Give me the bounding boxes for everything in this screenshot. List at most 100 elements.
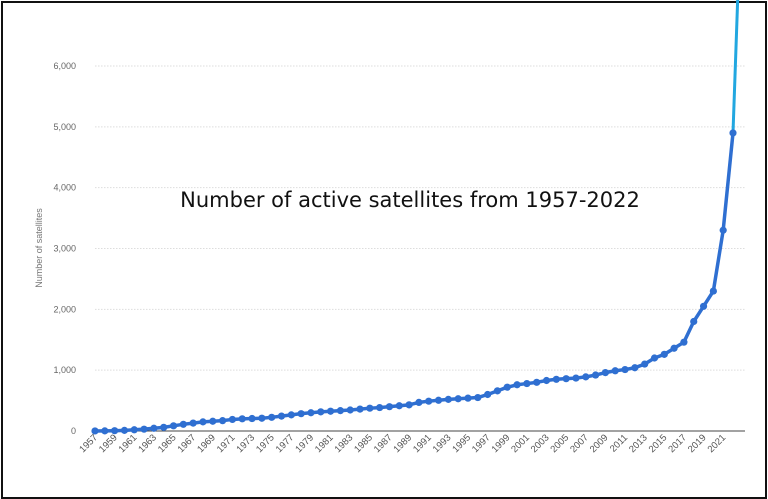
x-tick-label: 1967 xyxy=(176,432,199,455)
x-tick-label: 1957 xyxy=(77,432,100,455)
y-tick-label: 5,000 xyxy=(53,122,76,132)
x-tick-label: 1963 xyxy=(136,432,159,455)
x-tick-label: 2001 xyxy=(509,432,532,455)
data-points xyxy=(91,129,737,435)
data-point xyxy=(101,427,109,435)
data-point xyxy=(552,375,560,383)
y-tick-label: 2,000 xyxy=(53,304,76,314)
data-point xyxy=(307,409,315,417)
data-point xyxy=(611,367,619,375)
data-point xyxy=(650,354,659,362)
data-point xyxy=(248,414,256,423)
data-point xyxy=(376,403,384,412)
y-tick-label: 4,000 xyxy=(53,183,76,193)
data-point xyxy=(336,407,344,415)
x-tick-label: 2003 xyxy=(529,432,552,455)
y-tick-label: 0 xyxy=(71,426,76,436)
data-point xyxy=(258,414,266,422)
chart-title: Number of active satellites from 1957-20… xyxy=(180,188,640,212)
data-point xyxy=(356,405,364,413)
data-point xyxy=(189,419,197,427)
data-point xyxy=(385,403,394,411)
data-point xyxy=(199,418,207,426)
x-tick-label: 1993 xyxy=(431,432,454,455)
data-point xyxy=(699,302,708,310)
data-point xyxy=(464,394,472,402)
data-point xyxy=(523,379,531,388)
x-tick-label: 1985 xyxy=(352,432,375,455)
x-tick-label: 1959 xyxy=(97,432,120,455)
data-point xyxy=(169,422,178,430)
data-point xyxy=(631,364,639,372)
x-tick-label: 2013 xyxy=(627,432,650,455)
data-point xyxy=(140,425,148,433)
data-point xyxy=(268,413,276,421)
series-lines xyxy=(94,0,740,433)
data-point xyxy=(474,393,482,402)
y-axis-label: Number of satellites xyxy=(34,208,44,288)
series-line xyxy=(721,132,735,231)
data-point xyxy=(454,395,462,403)
data-point xyxy=(709,287,717,295)
y-tick-label: 1,000 xyxy=(53,365,76,375)
data-point xyxy=(209,417,217,425)
data-point xyxy=(621,365,629,374)
data-point xyxy=(111,427,119,435)
y-tick-labels: 0 1,000 2,000 3,000 4,000 5,000 6,000 xyxy=(53,61,76,436)
data-point xyxy=(670,344,678,352)
x-tick-label: 1975 xyxy=(254,432,277,455)
data-point xyxy=(297,410,305,418)
x-tick-label: 2021 xyxy=(706,432,729,455)
x-tick-label: 1961 xyxy=(117,432,140,455)
x-tick-label: 2011 xyxy=(608,432,630,454)
x-tick-label: 1983 xyxy=(333,432,356,455)
data-point xyxy=(395,402,403,410)
data-point xyxy=(729,129,737,137)
data-point xyxy=(150,424,158,432)
x-tick-label: 1991 xyxy=(411,432,434,455)
data-point xyxy=(287,411,295,419)
data-point xyxy=(130,426,138,434)
x-tick-label: 1987 xyxy=(372,432,395,455)
data-point xyxy=(120,426,129,434)
data-point xyxy=(484,390,492,399)
extension-line xyxy=(731,0,740,133)
data-point xyxy=(660,350,668,358)
data-point xyxy=(91,427,99,435)
data-point xyxy=(562,375,570,383)
x-tick-label: 1997 xyxy=(470,432,493,455)
data-point xyxy=(425,397,433,405)
x-tick-label: 1977 xyxy=(274,432,297,455)
x-tick-label: 2009 xyxy=(588,432,611,455)
data-point xyxy=(326,407,335,415)
x-tick-label: 2007 xyxy=(568,432,591,455)
x-tick-label: 2017 xyxy=(666,432,689,455)
data-point xyxy=(503,383,511,391)
x-tick-label: 1971 xyxy=(215,432,238,455)
data-point xyxy=(179,420,187,428)
data-point xyxy=(277,412,286,420)
data-point xyxy=(591,371,600,379)
data-point xyxy=(533,378,541,386)
data-point xyxy=(513,381,521,389)
x-tick-label: 1965 xyxy=(156,432,179,455)
x-tick-label: 1995 xyxy=(450,432,473,455)
data-point xyxy=(719,226,727,234)
data-point xyxy=(160,423,168,431)
data-point xyxy=(346,406,354,414)
data-point xyxy=(582,373,590,381)
data-point xyxy=(317,408,325,416)
data-point xyxy=(405,401,413,409)
x-tick-labels: 1957195919611963196519671969197119731975… xyxy=(77,432,728,455)
x-tick-label: 1989 xyxy=(391,432,414,455)
gridlines xyxy=(95,65,745,371)
x-tick-label: 1979 xyxy=(293,432,316,455)
data-point xyxy=(434,396,443,404)
data-point xyxy=(601,369,610,377)
series-line xyxy=(94,229,725,433)
data-point xyxy=(238,415,246,423)
x-tick-label: 1999 xyxy=(490,432,513,455)
data-point xyxy=(641,360,649,368)
data-point xyxy=(228,415,237,424)
